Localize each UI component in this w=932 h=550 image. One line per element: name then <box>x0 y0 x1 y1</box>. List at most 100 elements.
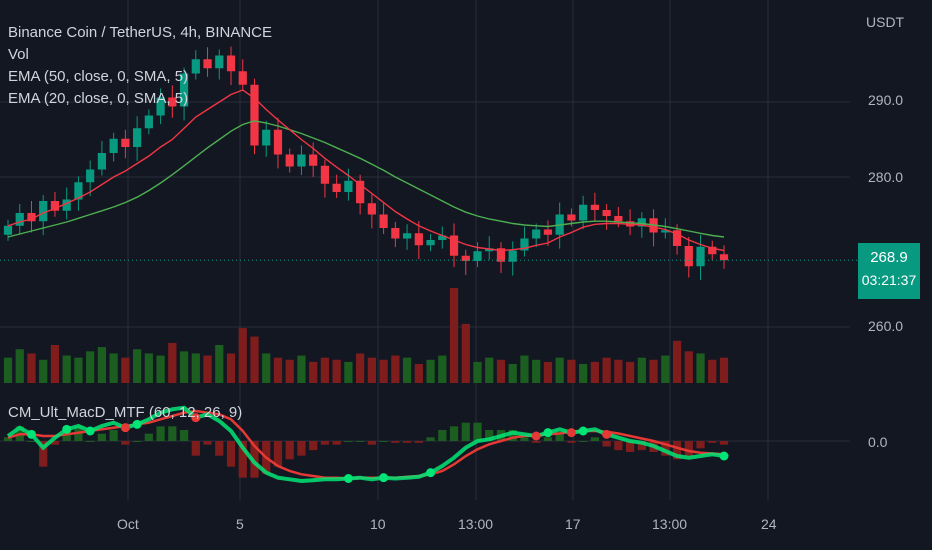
histogram-bar <box>238 441 247 478</box>
histogram-bar <box>332 441 341 445</box>
ema50-line <box>7 120 725 238</box>
time-label-24: 24 <box>761 516 777 532</box>
candle-body <box>39 201 48 222</box>
candle-body <box>391 228 400 239</box>
candle-body <box>485 248 494 252</box>
chart-legend: Binance Coin / TetherUS, 4h, BINANCE Vol… <box>8 22 272 110</box>
candle-body <box>168 97 177 107</box>
volume-bar <box>273 357 283 383</box>
cross-dot <box>191 413 201 423</box>
volume-bar <box>168 342 177 383</box>
histogram-bar <box>543 437 553 441</box>
histogram-bar <box>473 422 482 441</box>
candle-body <box>684 246 693 267</box>
price-tick-280: 280.0 <box>868 169 904 185</box>
volume-bar <box>179 351 189 383</box>
histogram-bar <box>461 422 470 441</box>
volume-bar <box>543 361 553 383</box>
histogram-bar <box>191 441 200 456</box>
histogram-bar <box>144 433 153 441</box>
histogram-bar <box>684 441 693 456</box>
candle-body <box>97 153 107 170</box>
histogram-bar <box>356 441 365 442</box>
time-label-17: 17 <box>565 516 581 532</box>
cross-dot <box>62 424 72 434</box>
bar-countdown: 03:21:37 <box>861 272 917 288</box>
cross-dot <box>132 419 142 429</box>
histogram-bar <box>625 441 635 452</box>
candle-body <box>86 169 95 183</box>
chart-title: Binance Coin / TetherUS, 4h, BINANCE <box>8 24 273 41</box>
candle-body <box>156 97 165 116</box>
volume-bar <box>62 355 71 383</box>
histogram-bar <box>567 441 576 443</box>
candle-body <box>309 154 318 166</box>
volume-bar <box>332 359 341 383</box>
volume-bar <box>590 361 599 383</box>
last-price-value: 268.9 <box>870 249 908 266</box>
volume-bar <box>144 353 153 383</box>
histogram-bar <box>215 441 224 456</box>
candle-body <box>179 73 189 107</box>
histogram-bar <box>438 430 447 441</box>
candle-body <box>567 214 576 221</box>
candle-body <box>285 154 294 167</box>
candle-body <box>356 180 365 204</box>
histogram-bar <box>297 441 306 456</box>
candle-body <box>614 216 623 222</box>
histogram-bar <box>203 441 212 445</box>
histogram-bar <box>426 437 435 441</box>
ema20-legend[interactable]: EMA (20, close, 0, SMA, 5) <box>8 90 189 107</box>
candle-body <box>520 238 529 251</box>
volume-bar <box>461 323 470 383</box>
volume-bar <box>661 355 670 383</box>
candle-body <box>496 248 506 262</box>
ema50-legend[interactable]: EMA (50, close, 0, SMA, 5) <box>8 68 189 85</box>
histogram-bar <box>708 441 717 443</box>
candle-body <box>3 225 13 235</box>
volume-bar <box>532 359 541 383</box>
volume-bar <box>262 353 271 383</box>
cross-dot <box>602 429 612 439</box>
volume-bar <box>191 353 200 383</box>
histogram-bar <box>391 441 400 443</box>
volume-bar <box>449 288 459 383</box>
histogram-bar <box>273 441 283 467</box>
volume-bar <box>555 357 564 383</box>
candle-body <box>297 154 306 167</box>
last-price-badge: 268.9 03:21:37 <box>858 243 920 299</box>
histogram-bar <box>168 426 177 441</box>
candle-body <box>661 230 670 233</box>
candle-body <box>379 214 388 228</box>
histogram-bar <box>344 441 353 442</box>
volume-bar <box>250 336 259 383</box>
candle-body <box>672 230 682 246</box>
histogram-bar <box>602 441 611 447</box>
histogram-bar <box>226 441 236 467</box>
volume-bar <box>109 353 118 383</box>
vol-legend[interactable]: Vol <box>8 46 29 63</box>
histogram-bar <box>661 441 670 456</box>
volume-bar <box>625 361 635 383</box>
candle-body <box>579 204 588 221</box>
volume-bar <box>97 347 107 383</box>
cross-dot <box>379 473 389 483</box>
macd-legend[interactable]: CM_Ult_MacD_MTF (60, 12, 26, 9) <box>8 404 243 421</box>
histogram-bar <box>520 437 529 441</box>
volume-bar <box>391 355 400 383</box>
histogram-bar <box>414 441 423 443</box>
volume-bar <box>226 353 236 383</box>
histogram-bar <box>367 441 376 445</box>
histogram-bar <box>179 430 189 441</box>
candle-body <box>543 229 553 235</box>
histogram-bar <box>97 433 107 441</box>
candle-body <box>250 84 259 146</box>
candle-body <box>402 233 412 239</box>
candle-body <box>50 201 60 211</box>
cross-dot <box>343 474 353 483</box>
time-label-5: 5 <box>236 516 244 532</box>
volume-bar <box>356 353 365 383</box>
volume-bar <box>379 359 388 383</box>
volume-bar <box>708 359 717 383</box>
